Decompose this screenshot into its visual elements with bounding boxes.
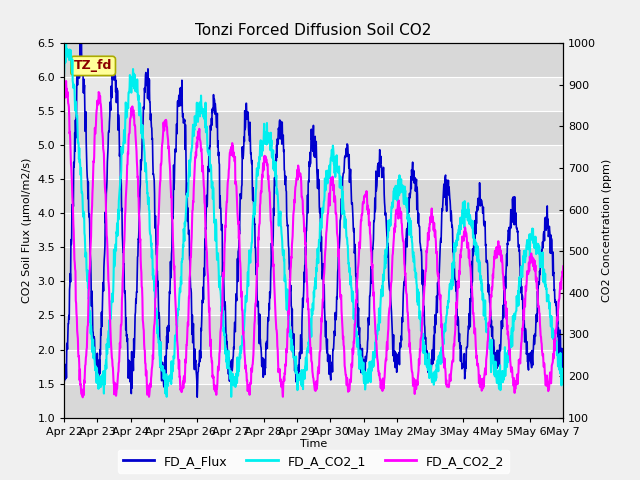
Title: Tonzi Forced Diffusion Soil CO2: Tonzi Forced Diffusion Soil CO2 — [195, 23, 432, 38]
Bar — [64, 384, 563, 418]
Bar — [64, 214, 563, 247]
Text: TZ_fd: TZ_fd — [74, 60, 113, 72]
Bar — [64, 315, 563, 349]
X-axis label: Time: Time — [300, 439, 327, 449]
Y-axis label: CO2 Soil Flux (μmol/m2/s): CO2 Soil Flux (μmol/m2/s) — [22, 158, 31, 303]
Y-axis label: CO2 Concentration (ppm): CO2 Concentration (ppm) — [602, 159, 612, 302]
Bar — [64, 180, 563, 214]
Bar — [64, 77, 563, 111]
Bar — [64, 43, 563, 77]
Legend: FD_A_Flux, FD_A_CO2_1, FD_A_CO2_2: FD_A_Flux, FD_A_CO2_1, FD_A_CO2_2 — [118, 450, 509, 473]
Bar — [64, 145, 563, 180]
Bar — [64, 281, 563, 315]
Bar — [64, 247, 563, 281]
Bar — [64, 349, 563, 384]
Bar — [64, 111, 563, 145]
